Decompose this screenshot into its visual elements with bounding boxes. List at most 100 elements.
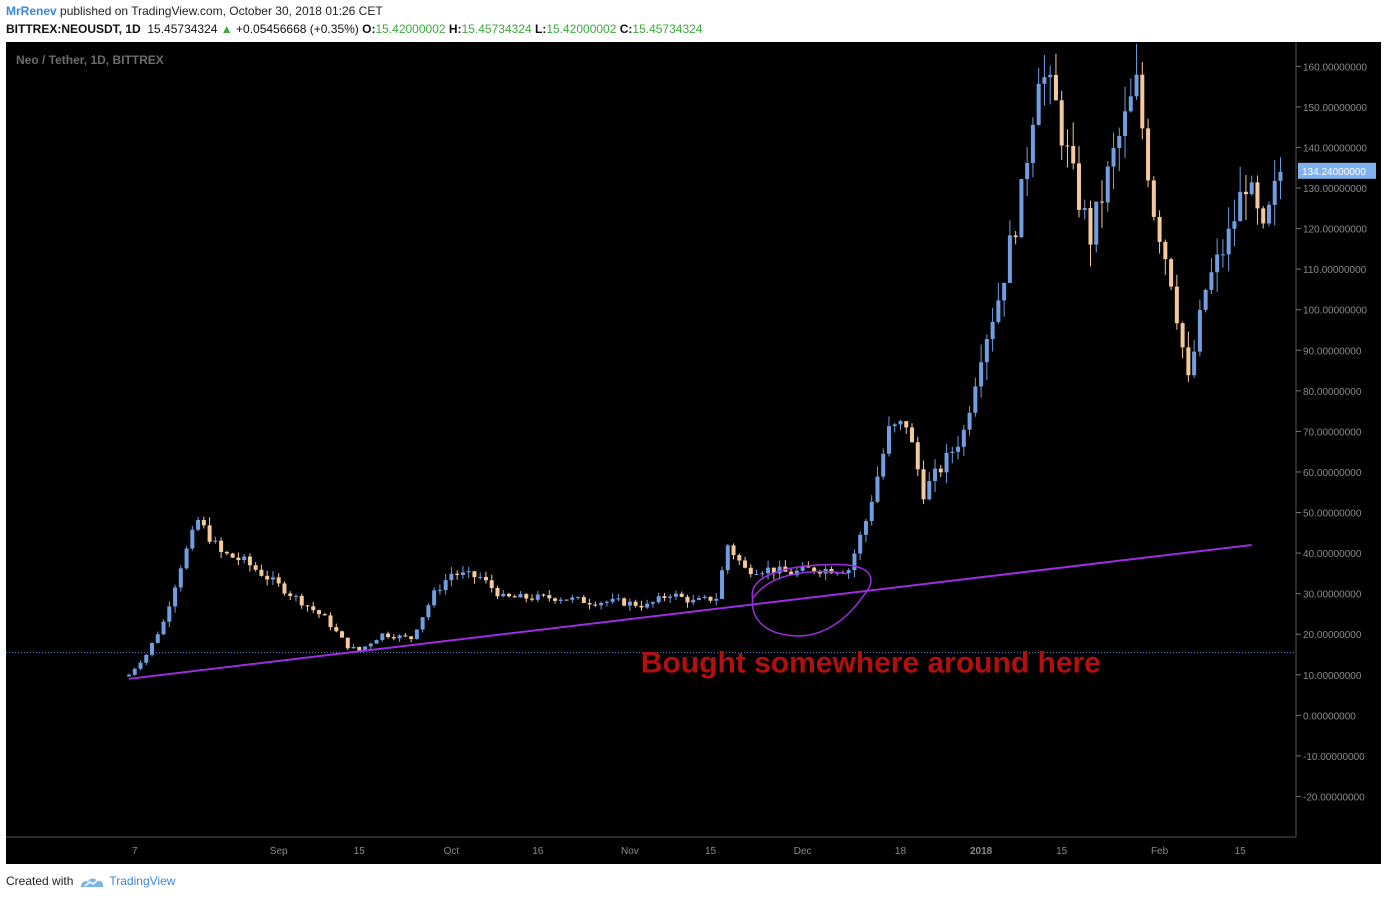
highlight-circle[interactable] <box>751 563 872 637</box>
close-value: 15.45734324 <box>632 22 703 36</box>
candle-body <box>622 598 627 606</box>
candle-body <box>1243 191 1248 195</box>
candle-body <box>599 602 604 606</box>
author-link[interactable]: MrRenev <box>6 4 57 18</box>
candle-body <box>363 646 368 651</box>
candle-body <box>535 594 540 600</box>
candle-body <box>720 570 725 599</box>
candle-body <box>1238 191 1243 222</box>
annotation-text[interactable]: Bought somewhere around here <box>641 647 1101 680</box>
candle-body <box>547 595 552 599</box>
candle-body <box>1163 241 1168 260</box>
y-tick-label: -10.00000000 <box>1303 752 1365 763</box>
x-tick-label: 18 <box>895 846 907 857</box>
y-tick-label: 110.00000000 <box>1303 265 1367 276</box>
candle-body <box>432 590 437 606</box>
y-tick-label: 150.00000000 <box>1303 103 1367 114</box>
tradingview-logo-icon[interactable] <box>79 875 105 889</box>
y-tick-label: 160.00000000 <box>1303 62 1367 73</box>
candle-body <box>1134 74 1139 97</box>
candle-body <box>288 593 293 596</box>
y-tick-label: 10.00000000 <box>1303 671 1362 682</box>
candle-body <box>426 605 431 618</box>
candle-body <box>495 588 500 597</box>
candle-body <box>852 553 857 571</box>
tradingview-brand-link[interactable]: TradingView <box>109 874 176 888</box>
candle-body <box>1025 163 1030 180</box>
candle-body <box>1192 351 1197 376</box>
x-tick-label: 15 <box>1056 846 1068 857</box>
candle-body <box>627 601 632 606</box>
candle-body <box>1266 204 1271 224</box>
candle-body <box>817 571 822 574</box>
candle-body <box>1157 216 1162 242</box>
candle-body <box>576 597 581 599</box>
candle-body <box>1111 148 1116 167</box>
candle-body <box>898 421 903 425</box>
y-tick-label: 30.00000000 <box>1303 590 1362 601</box>
plot-background[interactable] <box>6 42 1296 837</box>
candle-body <box>1215 254 1220 273</box>
candle-body <box>512 596 517 598</box>
up-arrow-icon: ▲ <box>220 22 233 36</box>
candle-body <box>1071 146 1076 164</box>
x-tick-label: 7 <box>132 846 138 857</box>
trendline[interactable] <box>128 543 1252 680</box>
y-tick-label: 100.00000000 <box>1303 306 1367 317</box>
price-chart[interactable]: Neo / Tether, 1D, BITTREX -20.00000000 -1… <box>6 42 1381 864</box>
candle-body <box>587 603 592 605</box>
candle-body <box>760 573 765 575</box>
candle-body <box>190 529 195 549</box>
candle-body <box>368 643 373 647</box>
candle-body <box>881 453 886 477</box>
published-text: published on TradingView.com, October 30… <box>60 4 383 18</box>
publish-header: MrRenev published on TradingView.com, Oc… <box>6 4 383 18</box>
candle-body <box>1151 180 1156 217</box>
candle-body <box>927 481 932 500</box>
candle-body <box>1053 74 1058 101</box>
candle-body <box>305 605 310 607</box>
candle-body <box>1059 100 1064 146</box>
x-tick-label: 2018 <box>970 846 993 857</box>
candle-body <box>558 599 563 601</box>
candle-body <box>1030 124 1035 164</box>
candle-body <box>1232 221 1237 229</box>
candle-body <box>950 451 955 453</box>
candle-body <box>524 594 529 599</box>
x-tick-label: Oct <box>444 846 460 857</box>
candle-body <box>1174 286 1179 324</box>
candle-body <box>207 525 212 542</box>
candle-body <box>1272 180 1277 205</box>
candle-body <box>242 556 247 561</box>
candle-body <box>150 642 155 655</box>
axis-corner <box>1296 837 1381 864</box>
candle-body <box>530 598 535 600</box>
candle-body <box>1100 201 1105 203</box>
candle-body <box>1105 166 1110 203</box>
candle-body <box>1278 171 1283 181</box>
candle-body <box>1220 254 1225 256</box>
y-tick-label: 80.00000000 <box>1303 387 1362 398</box>
candle-body <box>345 637 350 649</box>
candle-body <box>1197 309 1202 352</box>
candle-body <box>282 583 287 594</box>
candle-body <box>276 577 281 584</box>
time-axis[interactable] <box>6 837 1296 864</box>
candle-body <box>938 468 943 473</box>
candle-body <box>1255 182 1260 209</box>
candle-body <box>386 633 391 638</box>
candle-body <box>1019 179 1024 238</box>
candle-body <box>501 593 506 597</box>
candle-body <box>472 571 477 578</box>
low-value: 15.42000002 <box>546 22 617 36</box>
y-tick-label: 0.00000000 <box>1303 711 1356 722</box>
candle-body <box>1042 77 1047 84</box>
candle-body <box>835 572 840 574</box>
candle-body <box>127 674 131 677</box>
current-price-label: 134.24000000 <box>1302 167 1366 178</box>
candle-body <box>351 646 356 649</box>
candle-body <box>673 593 678 597</box>
candle-body <box>869 501 874 522</box>
candle-body <box>1146 128 1151 181</box>
y-tick-label: 130.00000000 <box>1303 184 1367 195</box>
